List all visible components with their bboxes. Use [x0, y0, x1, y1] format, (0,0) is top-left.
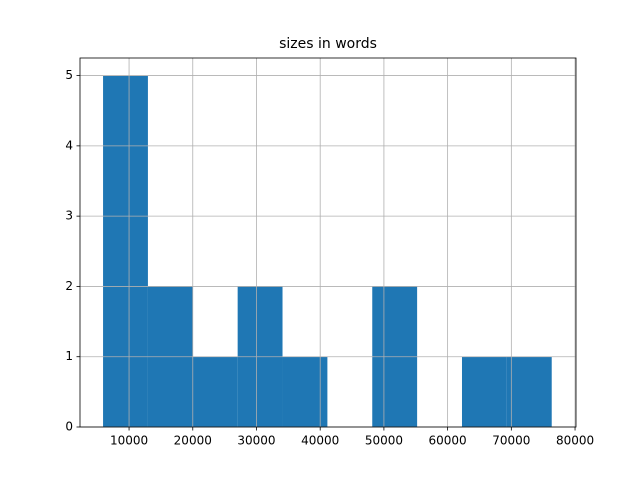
x-tick-label: 70000 [492, 434, 530, 448]
y-tick-label: 3 [65, 209, 73, 223]
x-tick-label: 30000 [237, 434, 275, 448]
x-tick-label: 20000 [174, 434, 212, 448]
x-tick-label: 50000 [365, 434, 403, 448]
x-tick-label: 40000 [301, 434, 339, 448]
chart-title: sizes in words [279, 36, 377, 52]
y-tick-label: 4 [65, 138, 73, 152]
bar [506, 356, 552, 427]
y-tick-label: 1 [65, 349, 73, 363]
bar [282, 356, 328, 427]
x-tick-label: 80000 [556, 434, 594, 448]
axes-frame [79, 57, 577, 428]
x-tick-label: 10000 [110, 434, 148, 448]
bar [103, 75, 148, 428]
bar [461, 356, 507, 427]
bar [192, 356, 238, 427]
y-tick-label: 0 [65, 420, 73, 434]
y-tick-label: 2 [65, 279, 73, 293]
y-tick-label: 5 [65, 68, 73, 82]
x-tick-label: 60000 [429, 434, 467, 448]
